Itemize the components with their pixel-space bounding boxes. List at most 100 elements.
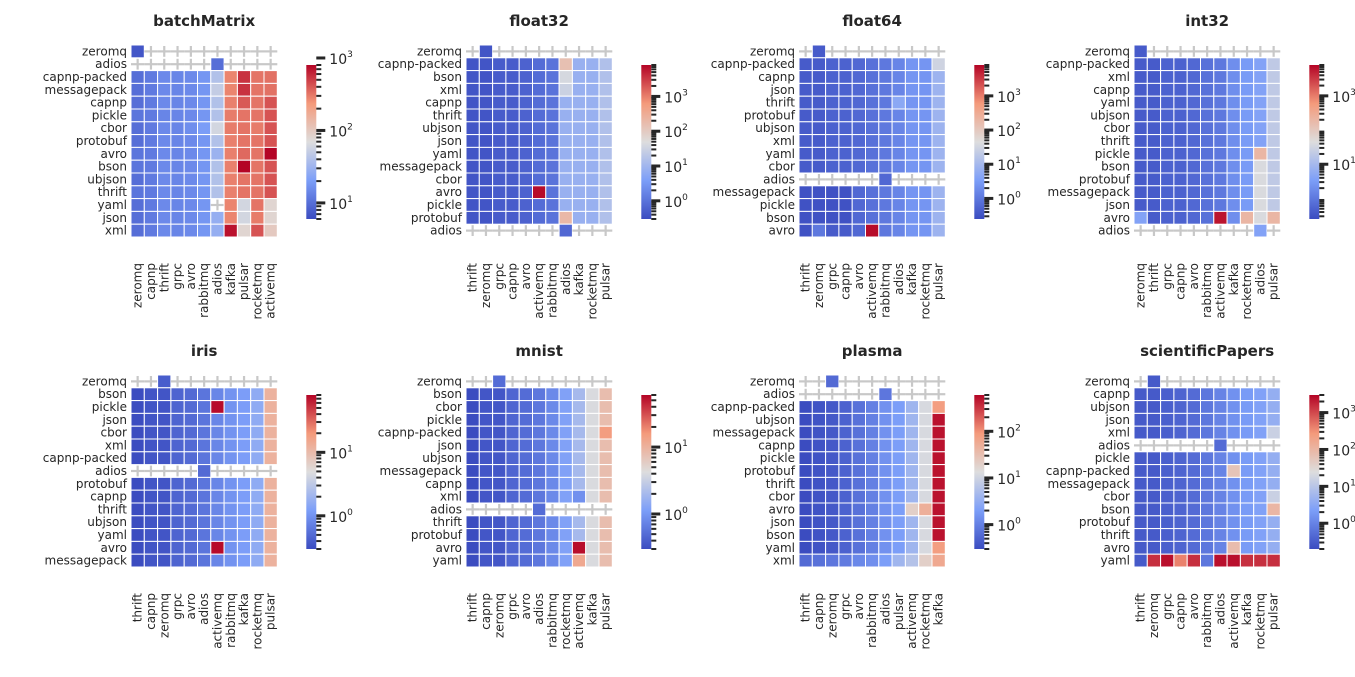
heatmap-cell (852, 439, 865, 452)
heatmap-cell (1254, 211, 1267, 224)
missing-cell-marker (1147, 440, 1160, 451)
heatmap-cell (1187, 413, 1200, 426)
heatmap-cell (237, 186, 250, 199)
column-label: grpc (825, 263, 839, 290)
heatmap-cell (1174, 516, 1187, 529)
heatmap-cell (879, 71, 892, 84)
heatmap-cell (879, 58, 892, 71)
colorbar-gradient (974, 65, 984, 219)
heatmap-cell (1187, 147, 1200, 160)
missing-cell-marker (1161, 376, 1174, 387)
heatmap-cell (839, 541, 852, 554)
heatmap-cell (171, 529, 184, 542)
heatmap-cell (479, 401, 492, 414)
heatmap-cell (1201, 529, 1214, 542)
heatmap-cell (224, 109, 237, 122)
heatmap-cell (224, 426, 237, 439)
heatmap-cell (546, 147, 559, 160)
heatmap-cell (546, 58, 559, 71)
heatmap-cell (1214, 109, 1227, 122)
heatmap-cell (546, 554, 559, 567)
missing-cell-marker (599, 46, 612, 57)
heatmap-cell (919, 401, 932, 414)
heatmap-cell (251, 83, 264, 96)
heatmap-cell (466, 211, 479, 224)
heatmap-cell (586, 426, 599, 439)
colorbar: 100101 (306, 395, 353, 549)
heatmap-cell (237, 503, 250, 516)
heatmap-cell (493, 401, 506, 414)
heatmap-cell (1201, 147, 1214, 160)
heatmap-cell (131, 135, 144, 148)
heatmap-cell (1254, 224, 1267, 237)
heatmap-cell (533, 122, 546, 135)
heatmap-cell (932, 199, 945, 212)
heatmap-cell (211, 109, 224, 122)
heatmap-cell (264, 452, 277, 465)
heatmap-cell (251, 554, 264, 567)
heatmap-cell (1147, 186, 1160, 199)
heatmap-cell (533, 96, 546, 109)
heatmap-cell (1134, 186, 1147, 199)
column-label: adios (197, 593, 211, 625)
heatmap-cell (812, 529, 825, 542)
heatmap-cell (1187, 83, 1200, 96)
heatmap-cell (1254, 426, 1267, 439)
heatmap-cell (852, 401, 865, 414)
heatmap-cell (799, 413, 812, 426)
heatmap-cell (559, 83, 572, 96)
heatmap-cell (466, 439, 479, 452)
heatmap-cell (533, 477, 546, 490)
heatmap-cell (533, 173, 546, 186)
row-label: avro (769, 224, 795, 238)
heatmap-cell (1254, 83, 1267, 96)
missing-cell-marker (1240, 440, 1253, 451)
heatmap-cell (144, 490, 157, 503)
heatmap-cell (546, 439, 559, 452)
heatmap-cell (892, 413, 905, 426)
heatmap-cell (1254, 554, 1267, 567)
heatmap-cell (198, 186, 211, 199)
heatmap-cell (879, 477, 892, 490)
missing-cell-marker (1147, 225, 1160, 236)
heatmap-cell (572, 71, 585, 84)
heatmap-cell (237, 452, 250, 465)
heatmap-cell (237, 554, 250, 567)
missing-cell-marker (546, 504, 559, 515)
missing-cell-marker (1267, 46, 1280, 57)
heatmap-cell (1174, 135, 1187, 148)
heatmap-cell (1201, 554, 1214, 567)
heatmap-cell (158, 147, 171, 160)
heatmap-cell (184, 529, 197, 542)
heatmap-cell (493, 388, 506, 401)
heatmap-cell (826, 554, 839, 567)
heatmap-cell (1254, 147, 1267, 160)
column-label: zeromq (1134, 263, 1148, 308)
missing-cell-marker (1187, 440, 1200, 451)
heatmap-cell (251, 135, 264, 148)
heatmap-cell (559, 439, 572, 452)
heatmap-cell (812, 211, 825, 224)
heatmap-cell (586, 109, 599, 122)
heatmap-cell (586, 83, 599, 96)
column-label: pulsar (892, 593, 906, 630)
heatmap-cell (1267, 541, 1280, 554)
heatmap-cell (237, 83, 250, 96)
heatmap-cell (1214, 96, 1227, 109)
missing-cell-marker (466, 225, 479, 236)
missing-cell-marker (1174, 46, 1187, 57)
heatmap-cell (1227, 477, 1240, 490)
heatmap-cell (144, 109, 157, 122)
heatmap-cell (1174, 160, 1187, 173)
heatmap-cell (533, 529, 546, 542)
missing-cell-marker (852, 46, 865, 57)
heatmap-cell (826, 199, 839, 212)
heatmap-cell (198, 541, 211, 554)
heatmap-cell (1161, 490, 1174, 503)
heatmap-cell (224, 122, 237, 135)
heatmap-cell (264, 529, 277, 542)
heatmap-cell (264, 199, 277, 212)
heatmap-cell (799, 109, 812, 122)
heatmap-cell (1147, 199, 1160, 212)
heatmap-cell (519, 529, 532, 542)
